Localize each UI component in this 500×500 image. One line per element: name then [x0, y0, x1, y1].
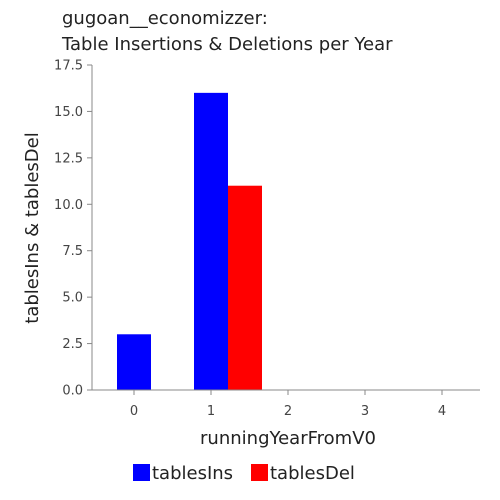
legend-swatch-tablesDel — [251, 464, 268, 481]
bar-tablesIns-1 — [194, 92, 228, 390]
y-tick-label: 0.0 — [62, 384, 83, 399]
bar-tablesIns-0 — [117, 334, 151, 390]
y-axis-ticks: 0.0 2.5 5.0 7.5 10.0 12.5 15.0 17.5 — [54, 59, 92, 399]
legend-label-tablesIns: tablesIns — [152, 463, 233, 484]
bar-tablesDel-1 — [228, 185, 262, 390]
y-tick-label: 5.0 — [62, 291, 83, 306]
legend: tablesIns tablesDel — [133, 463, 355, 484]
legend-swatch-tablesIns — [133, 464, 150, 481]
y-tick-label: 17.5 — [54, 59, 83, 74]
x-tick-label: 2 — [284, 404, 292, 419]
y-tick-label: 10.0 — [54, 198, 83, 213]
x-tick-label: 1 — [207, 404, 215, 419]
y-axis-title: tablesIns & tablesDel — [22, 132, 43, 323]
x-tick-label: 3 — [361, 404, 369, 419]
y-tick-label: 15.0 — [54, 105, 83, 120]
legend-label-tablesDel: tablesDel — [270, 463, 355, 484]
plot-area: 0.0 2.5 5.0 7.5 10.0 12.5 15.0 17.5 0 1 2 3 4 — [54, 59, 480, 419]
chart-title: gugoan__economizzer: Table Insertions & … — [61, 8, 393, 55]
x-tick-label: 4 — [438, 404, 446, 419]
y-tick-label: 2.5 — [62, 337, 83, 352]
chart-title-line-2: Table Insertions & Deletions per Year — [61, 34, 393, 55]
bars-layer — [117, 92, 262, 390]
y-tick-label: 7.5 — [62, 244, 83, 259]
x-axis-ticks: 0 1 2 3 4 — [130, 390, 446, 419]
x-tick-label: 0 — [130, 404, 138, 419]
x-axis-title: runningYearFromV0 — [200, 428, 376, 449]
chart-title-line-1: gugoan__economizzer: — [62, 8, 268, 29]
y-tick-label: 12.5 — [54, 151, 83, 166]
